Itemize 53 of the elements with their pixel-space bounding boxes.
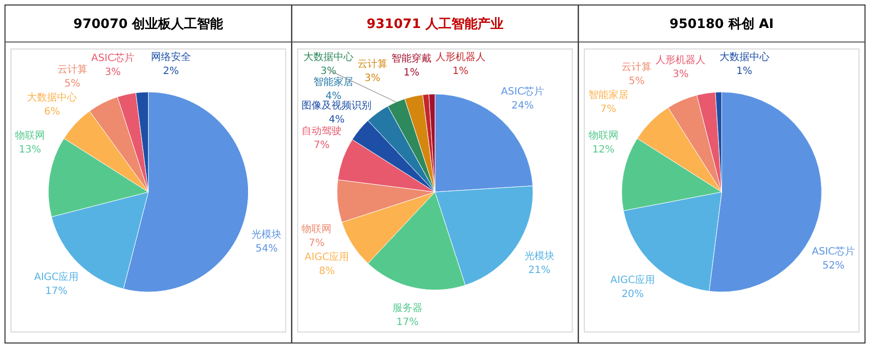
slice-label: ASIC芯片 (501, 86, 544, 98)
data-label: 7% (308, 238, 325, 249)
slice-label: 光模块 (252, 228, 282, 240)
data-label: 21% (528, 264, 550, 276)
slice-label: 图像及视频识别 (302, 100, 372, 112)
data-label: 8% (318, 266, 335, 277)
slice-label: 光模块 (524, 250, 554, 262)
data-label: 7% (314, 140, 330, 152)
data-label: 52% (822, 260, 845, 272)
slice-label: 大数据中心 (719, 51, 770, 63)
slice-label: 智能穿戴 (391, 52, 432, 65)
slice-label: 大数据中心 (27, 92, 78, 104)
slice-label: AIGC应用 (610, 274, 655, 286)
slice-label: 自动驾驶 (302, 125, 342, 138)
slice-label: 云计算 (622, 61, 652, 74)
chart-title: 970070 创业板人工智能 (73, 16, 224, 32)
data-label: 1% (404, 68, 420, 79)
chart-title: 931071 人工智能产业 (366, 16, 504, 32)
data-label: 13% (18, 144, 42, 156)
slice-label: 物联网 (588, 130, 618, 142)
data-label: 17% (45, 286, 68, 297)
data-label: 20% (622, 288, 644, 300)
data-label: 24% (512, 100, 534, 112)
data-label: 3% (320, 66, 336, 77)
slice-label: AIGC应用 (304, 250, 350, 263)
data-label: 5% (64, 78, 80, 90)
slice-label: 人形机器人 (435, 51, 486, 63)
slice-label: 网络安全 (150, 51, 191, 63)
slice-label: ASIC芯片 (91, 52, 134, 64)
slice-label: 智能家居 (588, 89, 628, 102)
data-label: 17% (396, 317, 419, 328)
slice-label: 云计算 (357, 58, 388, 70)
slice-label: 大数据中心 (303, 51, 354, 63)
slice-label: 人形机器人 (656, 54, 706, 66)
data-label: 54% (256, 243, 278, 254)
data-label: 3% (104, 67, 121, 78)
data-label: 6% (44, 106, 60, 118)
data-label: 4% (328, 114, 345, 126)
data-label: 5% (628, 76, 645, 88)
data-label: 7% (600, 104, 616, 116)
slice-label: 物联网 (15, 130, 45, 142)
data-label: 12% (592, 144, 614, 156)
slice-label: 云计算 (57, 64, 88, 76)
data-label: 1% (736, 66, 752, 77)
data-label: 1% (452, 66, 468, 77)
data-label: 2% (163, 66, 179, 77)
data-label: 3% (672, 69, 689, 80)
slice-label: AIGC应用 (34, 270, 79, 283)
chart-title: 950180 科创 AI (670, 17, 774, 32)
data-label: 3% (364, 72, 380, 84)
slice-label: 服务器 (392, 302, 422, 314)
slice-label: ASIC芯片 (812, 245, 855, 258)
slice-label: 物联网 (302, 222, 332, 235)
